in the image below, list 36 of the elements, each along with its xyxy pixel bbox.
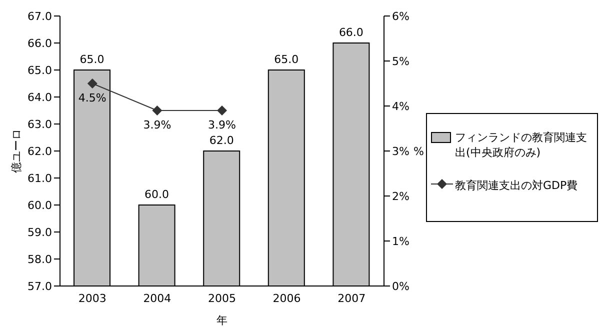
y2-axis-title: % [414,144,424,158]
y-axis-title: 億ユーロ [10,129,24,173]
x-tick-label: 2005 [208,292,236,305]
data-label: 66.0 [338,26,364,39]
y-tick-label: 61.0 [28,172,52,185]
legend-label: フィンランドの教育関連支出(中央政府のみ) [455,130,588,160]
y-tick-label: 59.0 [28,226,52,239]
x-tick-label: 2003 [78,292,106,305]
y-tick-label: 58.0 [28,252,52,266]
y2-tick-label: 1% [392,234,410,248]
data-label: 65.0 [80,53,104,66]
y-tick-label: 66.0 [28,36,52,50]
y-tick-label: 63.0 [28,118,52,131]
data-label: 3.9% [143,118,172,132]
x-tick-label: 2004 [143,292,172,305]
y2-tick-label: 4% [392,100,410,113]
y-tick-label: 62.0 [28,144,52,158]
y2-tick-label: 6% [392,10,410,23]
legend-label: 教育関連支出の対GDP費 [455,178,578,192]
y-tick-label: 57.0 [28,280,52,293]
y-tick-label: 60.0 [28,198,52,212]
data-label: 62.0 [209,134,234,147]
y2-tick-label: 0% [392,280,410,293]
data-label: 60.0 [144,188,170,201]
data-label: 65.0 [274,53,299,66]
x-tick-label: 2006 [272,292,301,305]
y-tick-label: 64.0 [28,90,52,104]
y-tick-label: 65.0 [28,64,52,77]
y2-tick-label: 2% [392,190,410,203]
data-label: 3.9% [208,118,236,132]
data-label: 4.5% [78,92,106,104]
y-tick-label: 67.0 [28,10,52,23]
x-axis-title: 年 [216,314,228,327]
x-tick-label: 2007 [338,292,366,305]
y2-tick-label: 3% [392,144,410,158]
y2-tick-label: 5% [392,54,410,68]
